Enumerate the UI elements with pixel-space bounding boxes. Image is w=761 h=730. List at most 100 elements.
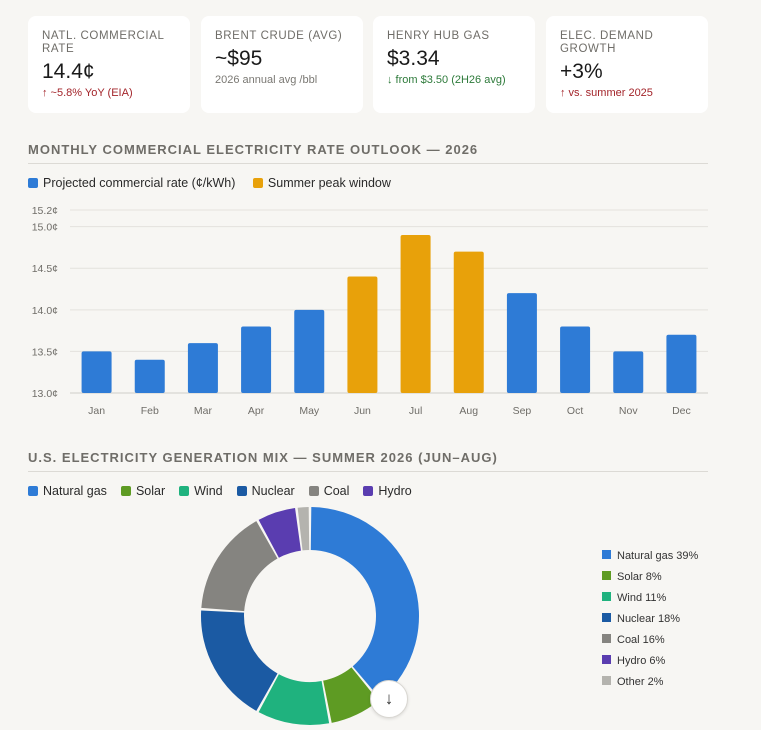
legend-swatch [602,550,611,559]
rate-section-title: MONTHLY COMMERCIAL ELECTRICITY RATE OUTL… [28,142,708,164]
legend-swatch [179,486,190,496]
y-tick-label: 15.0¢ [32,222,58,234]
kpi-label: BRENT CRUDE (AVG) [215,30,343,42]
legend-swatch [602,613,611,622]
bar-jan [81,351,112,393]
slice-other [297,507,310,551]
kpi-card-henry-hub: HENRY HUB GAS $3.34 ↓ from $3.50 (2H26 a… [373,16,535,113]
legend-item-natural-gas: Natural gas [28,484,107,498]
legend-item-solar: Solar [120,484,166,498]
x-tick-label: Jan [88,405,105,417]
legend-label: Nuclear [251,484,295,498]
legend-swatch [602,571,611,580]
legend-swatch [602,592,611,601]
legend-label: Hydro [378,484,412,498]
legend-swatch [602,676,611,685]
legend-swatch [236,486,247,496]
y-tick-label: 14.5¢ [32,263,58,275]
legend-label: Natural gas [43,484,107,498]
kpi-sub: 2026 annual avg /bbl [215,74,318,86]
x-tick-label: Nov [619,405,638,417]
x-tick-label: Feb [141,405,159,417]
legend-label-wind: Wind 11% [617,592,667,604]
y-tick-label: 14.0¢ [32,305,58,317]
kpi-card-commercial-rate: NATL. COMMERCIAL RATE 14.4¢ ↑ ~5.8% YoY … [28,16,190,113]
legend-label-coal: Coal 16% [617,634,665,646]
kpi-label: ELEC. DEMAND GROWTH [560,30,654,55]
kpi-value: +3% [560,60,603,83]
legend-label: Solar [135,484,166,498]
bar-feb [134,359,165,393]
legend-label: Summer peak window [267,176,391,190]
bar-oct [560,326,591,393]
bar-sep [506,293,537,393]
legend-item-summer-peak: Summer peak window [252,176,391,190]
x-tick-label: May [299,405,320,417]
legend-swatch [602,655,611,664]
legend-item-nuclear: Nuclear [236,484,295,498]
x-tick-label: Aug [459,405,478,417]
slice-natural-gas [310,507,419,700]
legend-label-solar: Solar 8% [617,571,662,583]
kpi-value: ~$95 [215,47,263,70]
rate-bar-chart: 13.0¢ 13.5¢ 14.0¢ 14.5¢ 15.0¢ 15.2¢ Jan Feb Mar A… [32,205,708,417]
legend-item-wind: Wind [179,484,223,498]
legend-item-coal: Coal [308,484,350,498]
x-tick-label: Apr [248,405,265,417]
legend-swatch [602,634,611,643]
legend-swatch [308,486,319,496]
legend-label-natural-gas: Natural gas 39% [617,550,699,562]
x-tick-label: Jul [409,405,422,417]
bar-aug [453,251,484,393]
legend-label: Wind [194,484,223,498]
y-tick-label: 15.2¢ [32,205,58,217]
kpi-value: 14.4¢ [42,60,95,83]
kpi-label: HENRY HUB GAS [387,30,490,42]
kpi-label: NATL. COMMERCIAL RATE [42,30,165,55]
legend-swatch [120,486,131,496]
slice-hydro [258,508,301,558]
kpi-sub: ↑ vs. summer 2025 [560,87,653,99]
legend-item-hydro: Hydro [363,484,412,498]
bar-dec [666,334,697,393]
x-tick-label: Oct [567,405,583,417]
scroll-down-button[interactable]: ↓ [370,680,408,718]
kpi-card-demand-growth: ELEC. DEMAND GROWTH +3% ↑ vs. summer 202… [546,16,708,113]
slice-coal [201,521,278,612]
legend-label-other: Other 2% [617,676,664,688]
legend-label-hydro: Hydro 6% [617,655,666,667]
x-tick-label: Dec [672,405,691,417]
x-tick-label: Jun [354,405,371,417]
legend-label: Coal [323,484,350,498]
legend-swatch [28,178,38,188]
x-tick-label: Sep [513,405,532,417]
kpi-sub: ↓ from $3.50 (2H26 avg) [387,74,506,86]
kpi-value: $3.34 [387,47,440,70]
legend-label: Projected commercial rate (¢/kWh) [43,176,236,190]
mix-legend: Natural gas Solar Wind Nuclear Coal Hydro [28,484,426,499]
legend-label-nuclear: Nuclear 18% [617,613,680,625]
bar-may [294,309,325,393]
bar-nov [613,351,644,393]
arrow-down-icon: ↓ [384,689,394,708]
kpi-cards: NATL. COMMERCIAL RATE 14.4¢ ↑ ~5.8% YoY … [28,16,708,113]
kpi-card-brent-crude: BRENT CRUDE (AVG) ~$95 2026 annual avg /… [201,16,363,113]
kpi-sub: ↑ ~5.8% YoY (EIA) [42,87,133,99]
x-tick-label: Mar [194,405,213,417]
legend-swatch [363,486,374,496]
slice-nuclear [201,610,278,711]
mix-section-title: U.S. ELECTRICITY GENERATION MIX — SUMMER… [28,450,708,472]
slice-wind [258,674,330,725]
legend-item-projected-rate: Projected commercial rate (¢/kWh) [28,176,235,190]
bar-apr [241,326,272,393]
legend-swatch [28,486,38,496]
generation-mix-donut: Natural gas 39% Solar 8% Wind 11% Nuclear 1… [201,507,699,725]
legend-swatch [252,178,263,188]
rate-legend: Projected commercial rate (¢/kWh) Summer… [28,176,405,191]
bar-jun [347,276,378,393]
bar-jul [400,234,431,393]
slice-solar [323,667,379,723]
bar-mar [187,343,218,393]
y-tick-label: 13.0¢ [32,388,58,400]
y-tick-label: 13.5¢ [32,346,58,358]
